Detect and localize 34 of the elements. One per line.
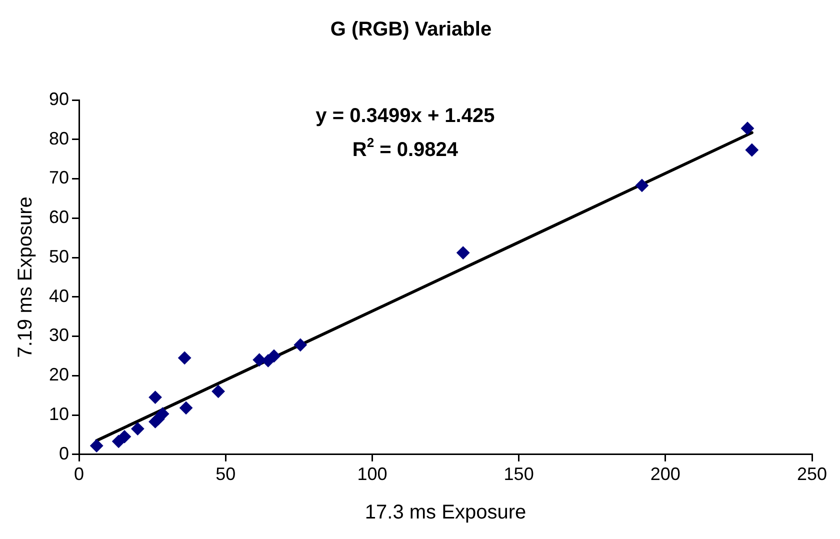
y-tick-label: 60 [48, 207, 70, 228]
point [156, 407, 170, 420]
point [118, 430, 131, 444]
point [456, 246, 470, 260]
y-tick-label: 20 [48, 364, 70, 385]
x-tick-label: 250 [796, 464, 828, 484]
x-tick-label: 0 [74, 464, 84, 484]
point [148, 390, 162, 404]
y-axis-title: 7.19 ms Exposure [14, 196, 37, 358]
point [635, 178, 648, 192]
point [741, 122, 754, 135]
point [267, 349, 280, 362]
y-tick-label: 40 [48, 286, 70, 306]
y-tick-label: 50 [48, 246, 70, 266]
y-tick-label: 0 [59, 443, 70, 464]
y-tick-label: 10 [48, 404, 70, 424]
x-tick-label: 150 [504, 464, 534, 484]
chart-title: G (RGB) Variable [330, 18, 492, 41]
point [212, 384, 225, 398]
x-tick-label: 100 [357, 464, 388, 484]
point [178, 351, 192, 364]
y-tick-label: 80 [48, 128, 70, 148]
point [294, 338, 307, 352]
x-tick-label: 50 [216, 464, 236, 484]
annotation: y = 0.3499x + 1.425 [316, 105, 495, 127]
point [180, 401, 193, 414]
point [90, 439, 104, 452]
x-axis-title: 17.3 ms Exposure [364, 502, 526, 524]
x-tick-label: 200 [650, 464, 680, 484]
y-tick-label: 70 [48, 168, 70, 188]
point [131, 422, 144, 436]
y-tick-label: 90 [48, 88, 70, 109]
y-tick-label: 30 [48, 325, 70, 346]
point [745, 144, 758, 157]
